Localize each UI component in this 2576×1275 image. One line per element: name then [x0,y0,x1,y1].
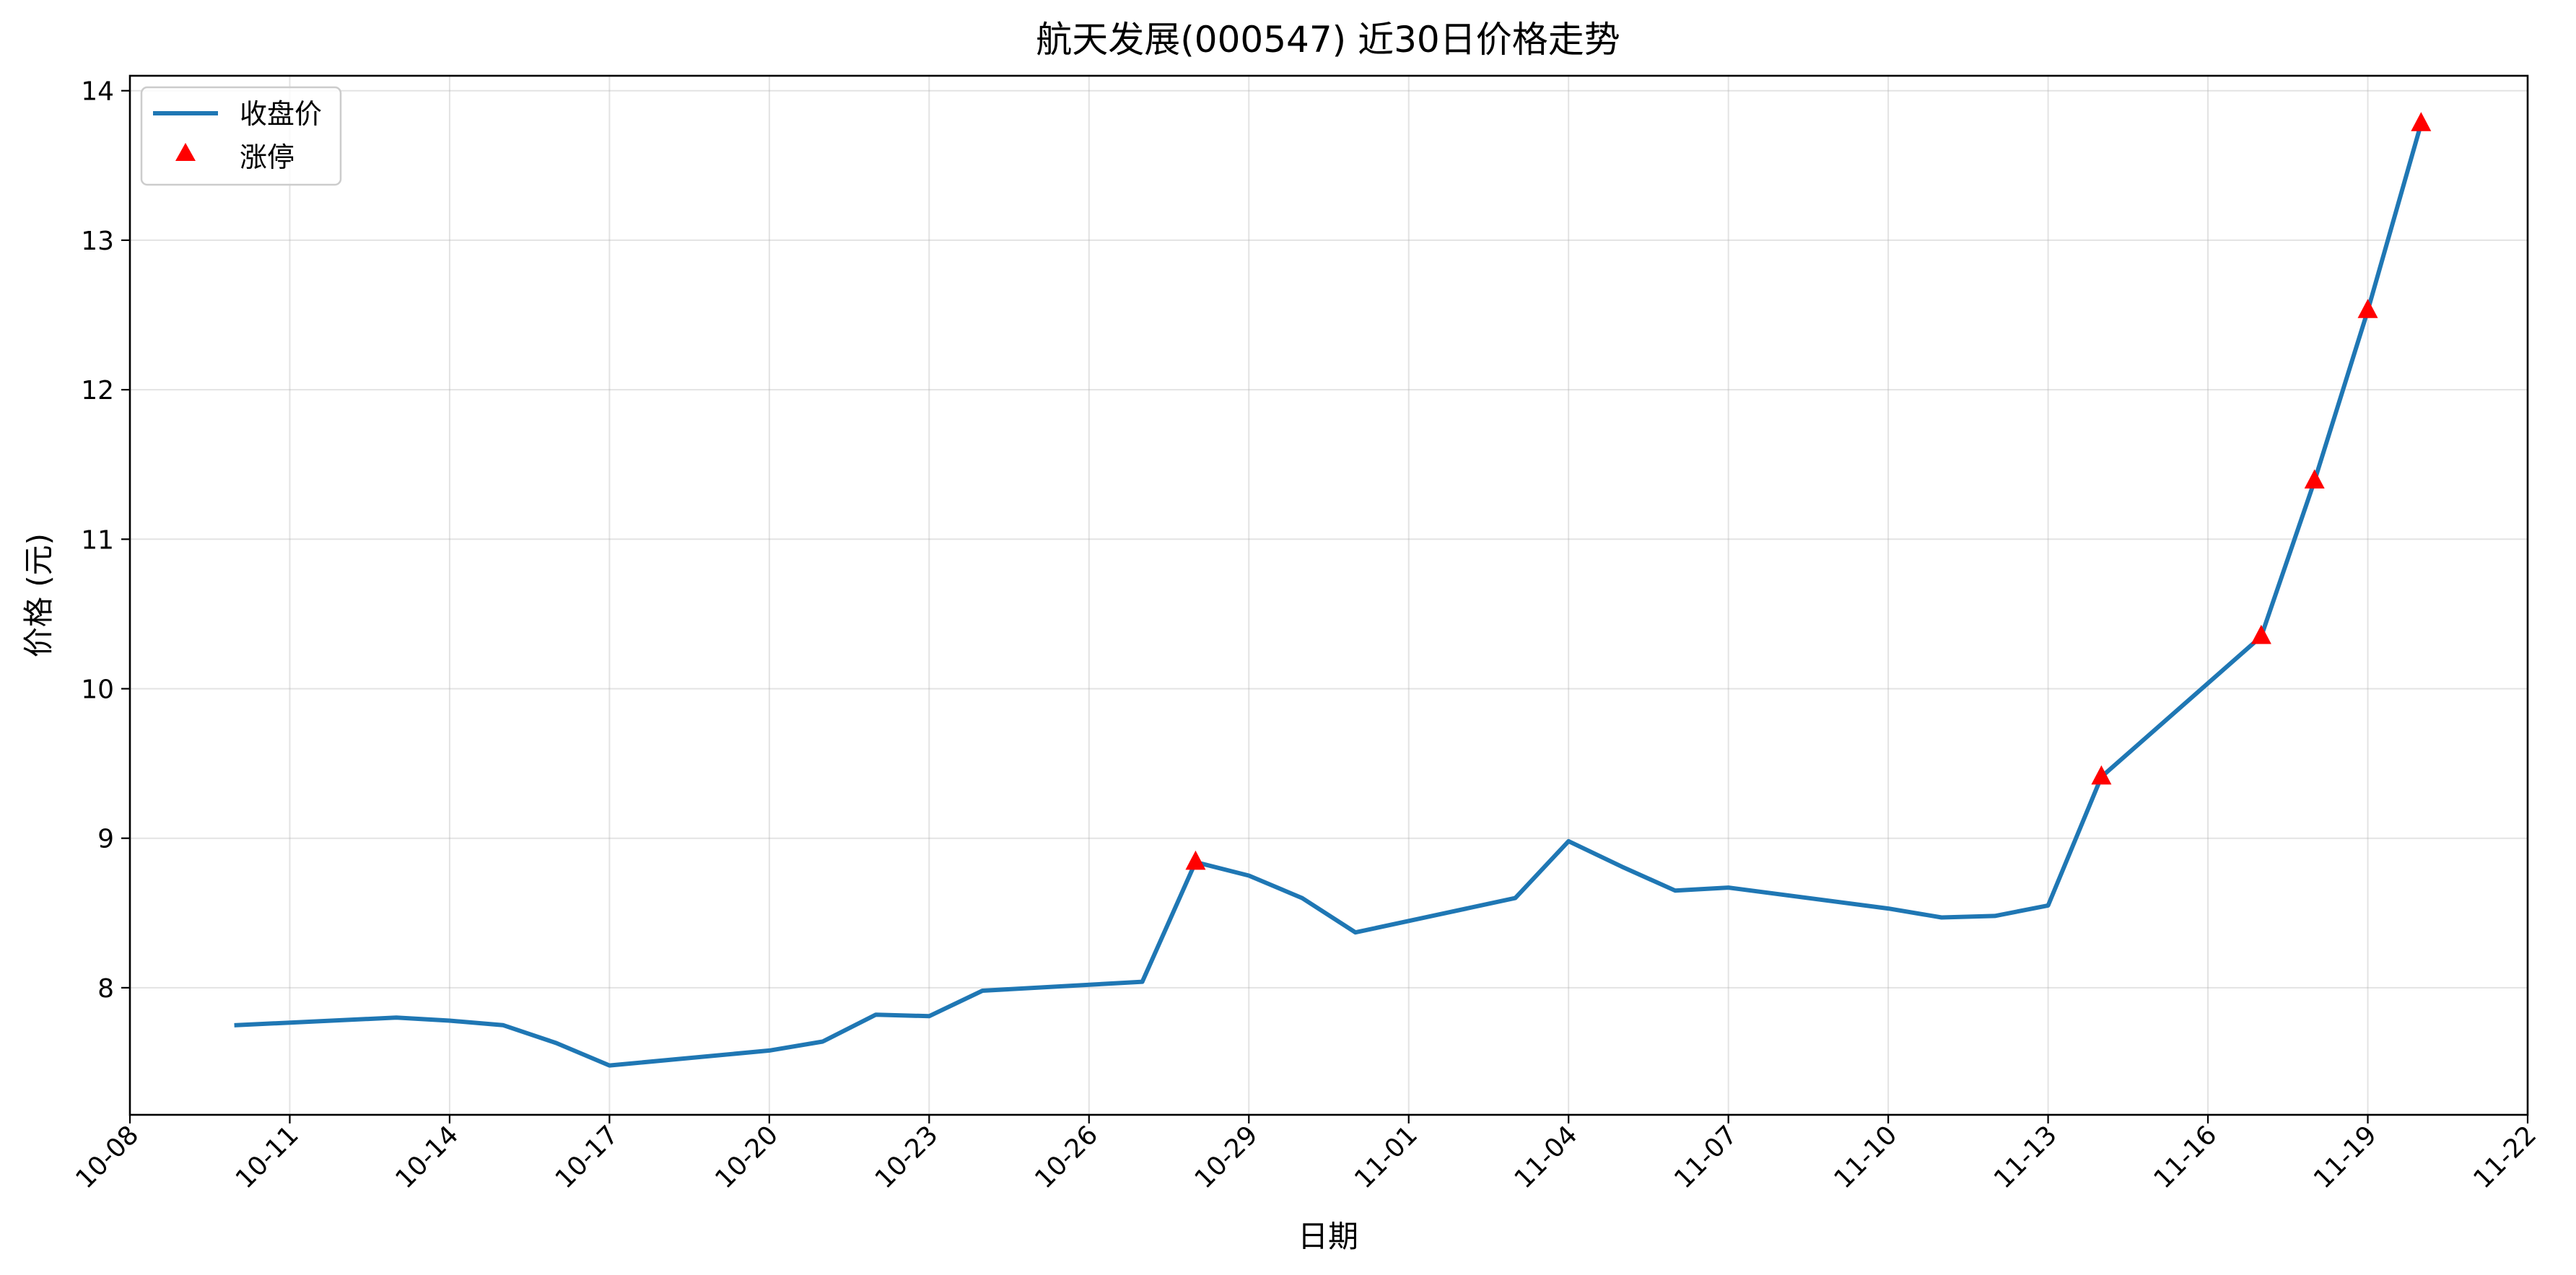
y-tick-label: 14 [81,77,114,107]
y-tick-label: 10 [81,675,114,704]
y-tick-label: 13 [81,227,114,256]
chart-title: 航天发展(000547) 近30日价格走势 [1036,19,1620,61]
limit-up-marker [2304,469,2325,488]
legend-triangle-marker [175,143,196,161]
limit-up-marker [2091,765,2112,785]
y-tick-label: 8 [97,974,114,1004]
legend: 收盘价 涨停 [140,86,342,186]
grid [129,76,2528,1115]
y-tick-label: 12 [81,376,114,406]
legend-label-limit-up: 涨停 [240,141,294,173]
legend-label-close-price: 收盘价 [240,98,322,130]
y-tick-label: 11 [81,525,114,555]
limit-up-marker [2357,299,2378,318]
series-layer [234,112,2432,1068]
close-price-line [234,121,2424,1068]
limit-up-marker [2411,112,2432,131]
y-axis: 8 9 10 11 12 13 14 [81,77,130,1004]
y-tick-label: 9 [97,825,114,854]
limit-up-marker [2250,624,2271,644]
limit-up-marker [1185,850,1206,870]
x-axis-label: 日期 [1298,1219,1358,1254]
y-axis-label: 价格 (元) [21,533,56,657]
plot-frame [128,74,2529,1116]
